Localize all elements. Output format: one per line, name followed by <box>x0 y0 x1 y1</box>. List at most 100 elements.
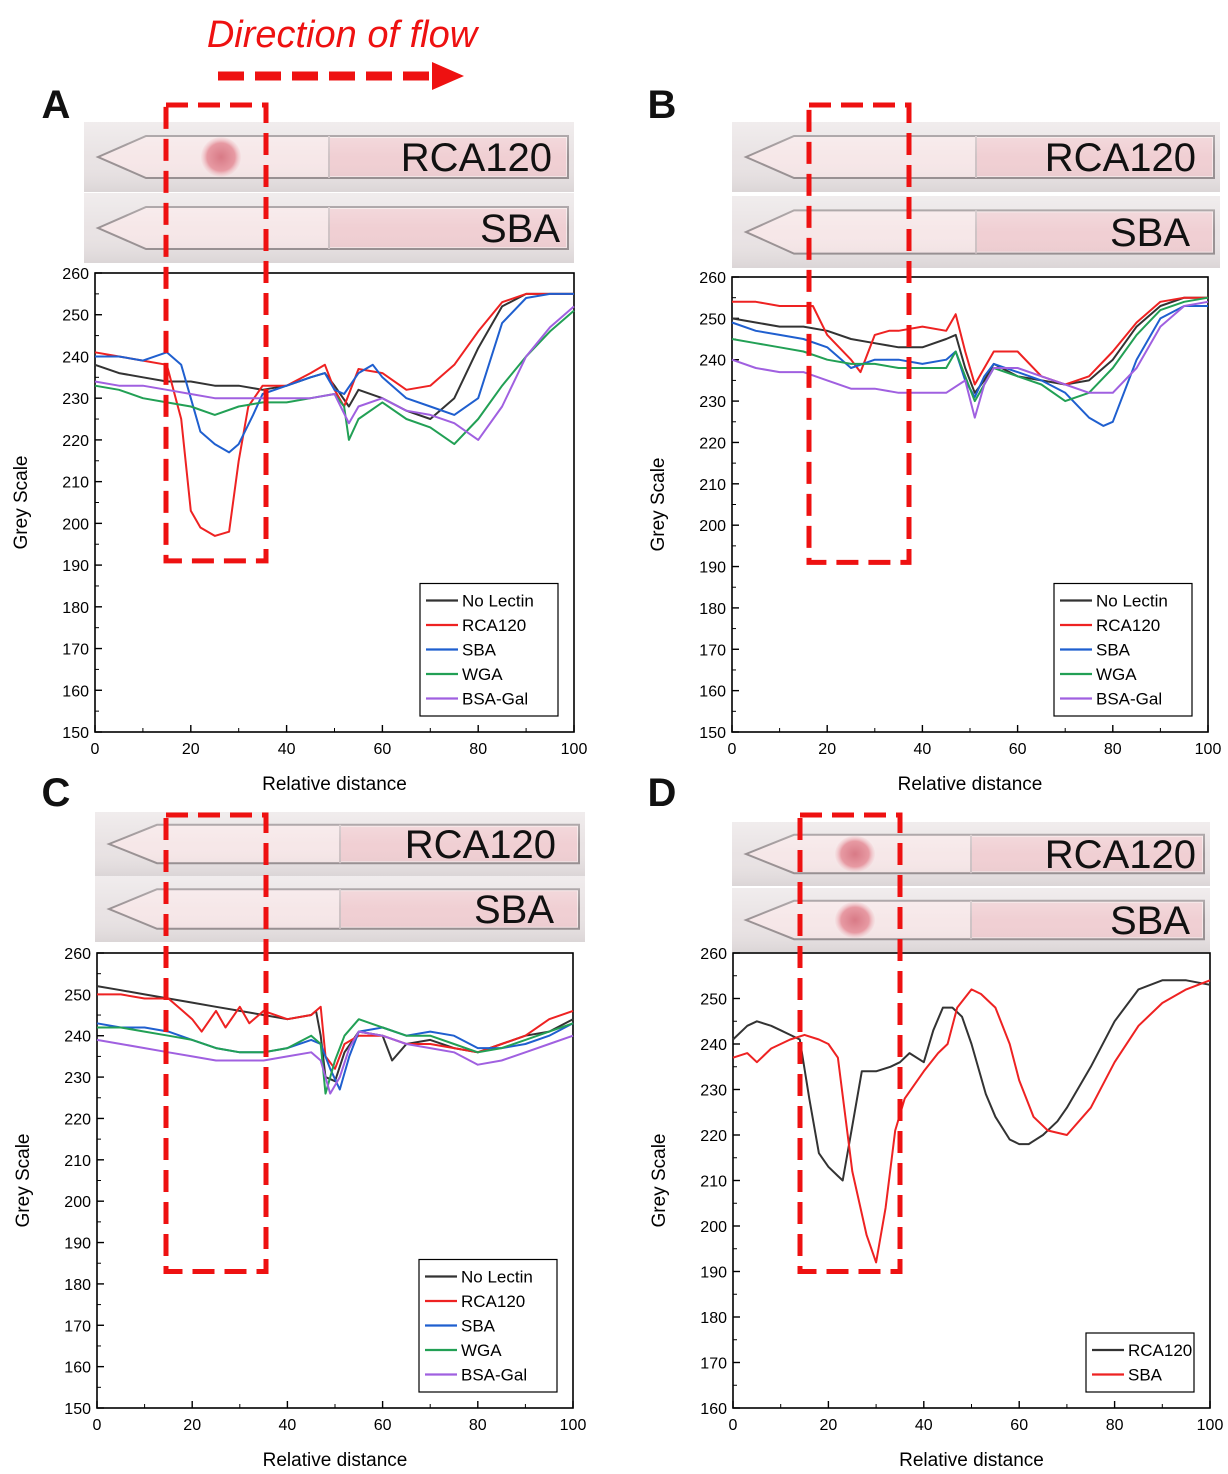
y-axis-label: Grey Scale <box>649 1134 670 1228</box>
y-tick-label: 200 <box>700 1219 727 1236</box>
y-tick-label: 210 <box>699 477 726 494</box>
x-tick-label: 20 <box>182 741 200 758</box>
strip-label: RCA120 <box>405 823 556 867</box>
y-tick-label: 190 <box>700 1265 727 1282</box>
y-tick-label: 170 <box>62 642 89 659</box>
y-tick-label: 160 <box>64 1360 91 1377</box>
test-strip-sba: SBA <box>732 888 1210 952</box>
legend-entry: SBA <box>1096 641 1131 660</box>
y-tick-label: 220 <box>699 435 726 452</box>
legend-entry: WGA <box>462 665 503 684</box>
x-tick-label: 100 <box>1197 1417 1224 1434</box>
x-tick-label: 60 <box>374 1417 392 1434</box>
legend-entry: SBA <box>1128 1366 1163 1385</box>
y-tick-label: 240 <box>699 353 726 370</box>
series-line-rca120 <box>732 296 1208 386</box>
y-tick-label: 260 <box>700 946 727 963</box>
legend: No Lectin RCA120 SBA WGA BSA-Gal <box>418 1258 558 1393</box>
legend-entry: BSA-Gal <box>461 1366 527 1385</box>
y-tick-label: 260 <box>699 270 726 287</box>
test-line-spot <box>835 901 875 939</box>
flow-arrow-head-icon <box>432 62 464 90</box>
legend-entry: RCA120 <box>462 616 526 635</box>
series-line-wga <box>731 296 1209 403</box>
x-axis-label: Relative distance <box>899 1450 1044 1471</box>
x-tick-label: 100 <box>560 1417 587 1434</box>
series-group <box>731 296 1209 427</box>
x-tick-label: 100 <box>561 741 588 758</box>
y-tick-label: 210 <box>64 1153 91 1170</box>
y-tick-label: 230 <box>700 1083 727 1100</box>
legend-entry: No Lectin <box>1096 592 1168 611</box>
strip-sheen <box>732 122 1220 192</box>
test-strip-rca120: RCA120 <box>732 822 1210 886</box>
test-strip-rca120: RCA120 <box>732 122 1220 192</box>
strip-sheen <box>732 822 1210 886</box>
x-tick-label: 40 <box>279 1417 297 1434</box>
series-group <box>94 292 575 537</box>
y-tick-label: 190 <box>699 560 726 577</box>
test-strip-rca120: RCA120 <box>84 122 574 192</box>
x-tick-label: 80 <box>1106 1417 1124 1434</box>
strip-sheen <box>732 196 1220 268</box>
panel-letter-c: C <box>42 771 71 815</box>
y-tick-label: 160 <box>700 1401 727 1418</box>
strip-label: RCA120 <box>1045 136 1196 180</box>
test-line-spot <box>835 835 875 873</box>
y-tick-label: 220 <box>62 433 89 450</box>
x-tick-label: 60 <box>374 741 392 758</box>
axes: 150 160 170 180 190 200 210 220 230 240 250 260 0 20 4… <box>648 270 1221 795</box>
series-line-no-lectin <box>94 292 574 420</box>
strip-sheen <box>732 888 1210 952</box>
y-tick-label: 150 <box>64 1401 91 1418</box>
x-tick-label: 20 <box>818 741 836 758</box>
highlight-box-test-zone <box>797 812 903 1274</box>
y-tick-label: 250 <box>700 992 727 1009</box>
y-tick-label: 210 <box>62 475 89 492</box>
panel-c: CRCA120SBA150160170180190200210220230240… <box>13 771 586 1471</box>
y-tick-label: 260 <box>64 946 91 963</box>
axes: 150 160 170 180 190 200 210 220 230 240 250 260 0 20 4… <box>13 946 586 1471</box>
x-tick-label: 20 <box>183 1417 201 1434</box>
series-line-bsa-gal <box>96 1030 574 1095</box>
plot-area <box>732 952 1211 1409</box>
x-axis-label: Relative distance <box>262 774 407 795</box>
series-line-sba <box>95 292 574 454</box>
y-tick-label: 250 <box>62 308 89 325</box>
highlight-box-test-zone <box>806 102 912 565</box>
x-tick-label: 80 <box>469 1417 487 1434</box>
y-tick-label: 260 <box>62 266 89 283</box>
y-tick-label: 220 <box>64 1111 91 1128</box>
y-tick-label: 230 <box>64 1070 91 1087</box>
x-tick-label: 40 <box>915 1417 933 1434</box>
strip-label: SBA <box>474 888 554 932</box>
y-tick-label: 170 <box>699 642 726 659</box>
legend-entry: RCA120 <box>1096 616 1160 635</box>
y-tick-label: 190 <box>64 1236 91 1253</box>
series-line-no-lectin <box>731 296 1208 394</box>
legend: No Lectin RCA120 SBA WGA BSA-Gal <box>1053 582 1193 717</box>
x-axis-label: Relative distance <box>263 1450 408 1471</box>
flow-label: Direction of flow <box>207 14 480 56</box>
legend-entry: WGA <box>461 1341 502 1360</box>
legend-box <box>1085 1332 1195 1393</box>
series-line-rca120 <box>97 993 574 1070</box>
x-tick-label: 60 <box>1010 1417 1028 1434</box>
legend-entry: SBA <box>461 1317 496 1336</box>
panel-letter-d: D <box>648 771 677 815</box>
series-line-wga <box>94 309 575 446</box>
series-line-bsa-gal <box>731 300 1209 419</box>
test-line-spot <box>201 137 241 177</box>
y-tick-label: 160 <box>62 683 89 700</box>
legend-entry: SBA <box>462 641 497 660</box>
test-strip-sba: SBA <box>732 196 1220 268</box>
axes: 150 160 170 180 190 200 210 220 230 240 250 260 0 20 4… <box>11 266 587 795</box>
y-tick-label: 200 <box>699 518 726 535</box>
x-tick-label: 20 <box>820 1417 838 1434</box>
y-tick-label: 180 <box>64 1277 91 1294</box>
y-tick-label: 250 <box>64 987 91 1004</box>
x-tick-label: 0 <box>91 741 100 758</box>
y-tick-label: 230 <box>699 394 726 411</box>
y-tick-label: 230 <box>62 391 89 408</box>
test-strip-sba: SBA <box>84 193 574 263</box>
